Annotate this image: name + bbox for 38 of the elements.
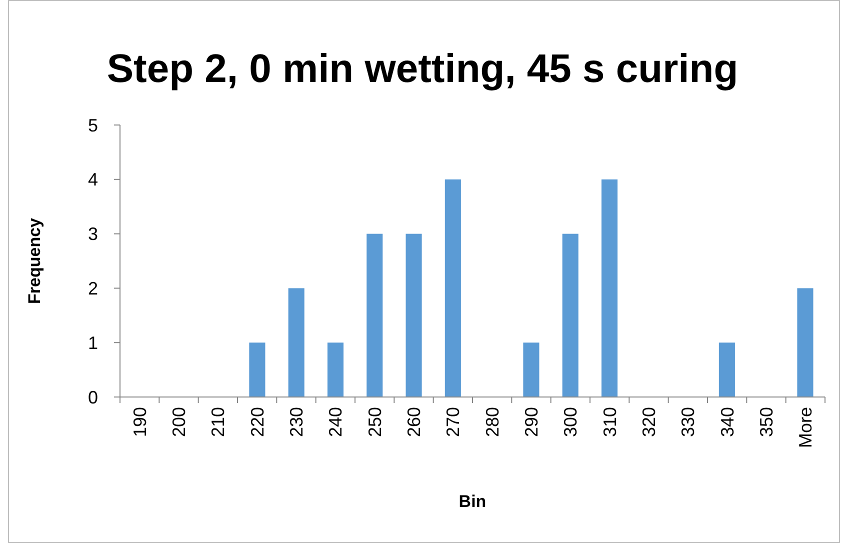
bar bbox=[327, 342, 344, 397]
x-tick-label: 250 bbox=[364, 407, 385, 438]
bar bbox=[718, 342, 735, 397]
bar bbox=[406, 234, 422, 397]
x-tick-label: 290 bbox=[522, 407, 542, 438]
x-tick-label: 300 bbox=[560, 407, 581, 438]
x-tick-label: 320 bbox=[639, 407, 660, 438]
y-tick-label: 2 bbox=[88, 278, 98, 298]
x-tick-label: 310 bbox=[600, 407, 620, 438]
x-tick-label: 200 bbox=[169, 407, 190, 438]
x-tick-label: 330 bbox=[678, 407, 698, 438]
bar bbox=[288, 288, 304, 397]
x-tick-label: More bbox=[796, 407, 816, 448]
bar bbox=[249, 342, 266, 397]
y-tick-label: 0 bbox=[88, 387, 98, 408]
bar bbox=[601, 179, 618, 397]
x-tick-label: 260 bbox=[404, 407, 424, 438]
bar bbox=[366, 234, 383, 397]
x-axis-title: Bin bbox=[458, 492, 486, 511]
x-tick-label: 230 bbox=[286, 407, 307, 438]
x-tick-label: 210 bbox=[208, 407, 228, 438]
x-tick-label: 340 bbox=[717, 407, 738, 438]
x-tick-label: 240 bbox=[326, 407, 346, 438]
bar bbox=[562, 234, 578, 397]
x-tick-label: 280 bbox=[482, 407, 502, 438]
x-tick-label: 190 bbox=[130, 407, 150, 438]
y-axis-title: Frequency bbox=[25, 217, 44, 304]
x-tick-label: 220 bbox=[247, 407, 268, 438]
bar bbox=[444, 179, 461, 397]
y-tick-label: 3 bbox=[88, 224, 98, 244]
x-tick-label: 350 bbox=[756, 407, 777, 438]
bar bbox=[797, 288, 814, 397]
chart-title: Step 2, 0 min wetting, 45 s curing bbox=[106, 47, 738, 91]
y-tick-label: 4 bbox=[88, 170, 98, 190]
x-tick-label: 270 bbox=[443, 407, 464, 438]
y-tick-label: 1 bbox=[88, 332, 98, 353]
y-tick-label: 5 bbox=[88, 115, 98, 136]
bar bbox=[523, 342, 540, 397]
